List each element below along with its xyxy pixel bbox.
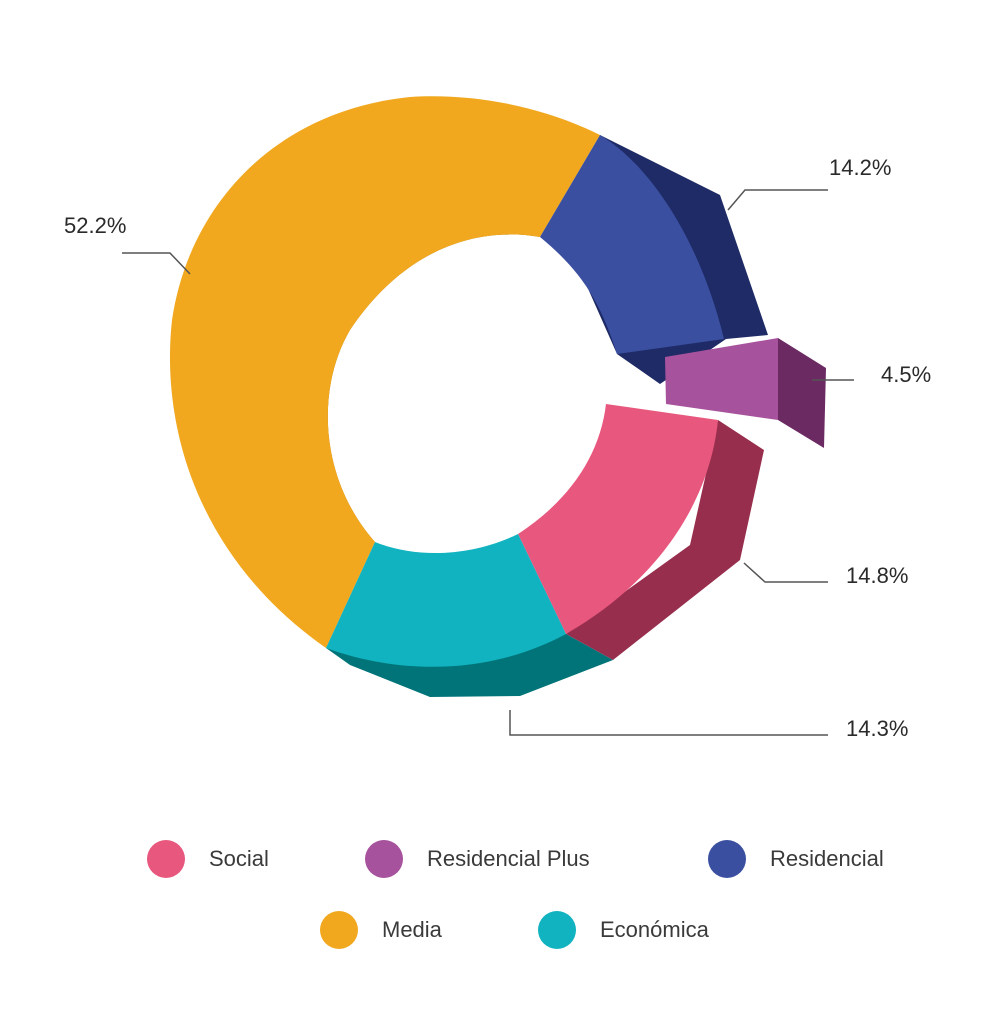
legend-label-media: Media [382,917,442,942]
legend-swatch-residencial [708,840,746,878]
leader-line-residencial [727,189,828,211]
slice-residencial [540,135,724,354]
legend-label-residencial-plus: Residencial Plus [427,846,590,871]
slice-residencial-plus [665,338,778,420]
legend-item-media: Media [320,911,442,949]
legend-label-social: Social [209,846,269,871]
label-economica: 14.3% [846,716,909,741]
leader-line-economica [509,710,828,736]
legend-swatch-residencial-plus [365,840,403,878]
label-social: 14.8% [846,563,909,588]
slice-depth-residencial-plus [778,338,826,448]
legend-item-residencial-plus: Residencial Plus [365,840,590,878]
legend-swatch-economica [538,911,576,949]
label-media: 52.2% [64,213,127,238]
slice-social [518,404,718,634]
legend-label-economica: Económica [600,917,709,942]
legend-item-economica: Económica [538,911,709,949]
legend-label-residencial: Residencial [770,846,884,871]
legend-item-residencial: Residencial [708,840,884,878]
legend-swatch-social [147,840,185,878]
leader-line-media [122,252,191,275]
slice-economica [326,534,566,667]
legend-swatch-media [320,911,358,949]
leader-line-social [743,562,828,583]
legend-item-social: Social [147,840,269,878]
label-residencial-plus: 4.5% [881,362,932,387]
label-residencial: 14.2% [829,155,892,180]
slice-media [169,96,600,649]
